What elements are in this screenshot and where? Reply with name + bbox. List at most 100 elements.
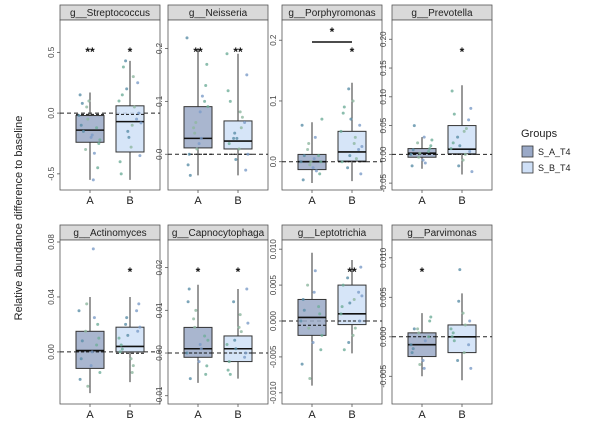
x-category-label: A (308, 195, 316, 207)
data-point (360, 294, 364, 298)
data-point (468, 149, 472, 153)
x-category-label: B (458, 195, 465, 207)
data-point (469, 106, 473, 110)
data-point (429, 315, 433, 319)
panel-title: g__Leptotrichia (298, 228, 367, 239)
y-tick-label: 0.15 (379, 60, 388, 76)
box-a (183, 326, 213, 358)
data-point (203, 99, 207, 103)
data-point (456, 135, 460, 139)
data-point (301, 178, 305, 182)
x-category-label: B (348, 409, 355, 421)
data-point (186, 163, 190, 167)
data-point (195, 147, 199, 151)
data-point (130, 123, 134, 127)
data-point (193, 325, 197, 329)
data-point (299, 319, 303, 323)
panel-title: g__Prevotella (411, 8, 473, 19)
x-category-label: A (308, 409, 316, 421)
data-point (86, 384, 90, 388)
data-point (187, 152, 191, 156)
data-point (346, 276, 350, 280)
y-tick-label: 0.000 (379, 326, 388, 347)
data-point (461, 158, 465, 162)
x-category-label: B (126, 409, 133, 421)
data-point (197, 142, 201, 146)
y-tick-label: 0.1 (269, 95, 278, 107)
data-point (227, 142, 231, 146)
data-point (126, 129, 130, 133)
data-point (244, 351, 248, 355)
data-point (314, 169, 318, 173)
panel-frame (391, 239, 493, 405)
data-point (129, 357, 133, 361)
data-point (126, 333, 130, 337)
data-point (185, 36, 189, 40)
legend-label-b: S_B_T4 (538, 163, 571, 173)
data-point (91, 178, 95, 182)
panel-5: g__Actinomyces 0.00 0.04 0.08 * A B (47, 224, 161, 421)
data-point (226, 368, 230, 372)
y-tick-label: 0.005 (379, 287, 388, 308)
x-category-label: A (418, 195, 426, 207)
data-point (339, 129, 343, 133)
data-point (79, 357, 83, 361)
y-tick-label: -0.05 (379, 173, 388, 192)
y-tick-label: 0.005 (269, 275, 278, 296)
data-point (449, 327, 453, 331)
data-point (352, 297, 356, 301)
data-point (245, 287, 249, 291)
data-point (91, 247, 95, 251)
data-point (77, 114, 81, 118)
data-point (416, 141, 420, 145)
data-point (462, 129, 466, 133)
data-point (469, 366, 473, 370)
x-category-label: A (86, 195, 94, 207)
legend-title: Groups (521, 128, 558, 140)
data-point (409, 343, 413, 347)
data-point (129, 145, 133, 149)
panel-2: g__Neisseria 0.0 0.1 0.2 ** ** A B (155, 4, 269, 207)
data-point (452, 339, 456, 343)
data-point (225, 52, 229, 56)
legend-swatch-a (521, 145, 534, 158)
data-point (237, 325, 241, 329)
data-point (85, 302, 89, 306)
data-point (199, 347, 203, 351)
data-point (232, 300, 236, 304)
data-point (349, 117, 353, 121)
y-tick-label: 0.20 (379, 31, 388, 47)
y-tick-label: 0.00 (47, 344, 56, 360)
data-point (318, 312, 322, 316)
data-point (119, 172, 123, 176)
x-category-label: A (194, 195, 202, 207)
legend-swatch-b (521, 161, 534, 174)
data-point (319, 160, 323, 164)
data-point (412, 124, 416, 128)
data-point (450, 89, 454, 93)
data-point (246, 152, 250, 156)
data-point (464, 126, 468, 130)
data-point (463, 323, 467, 327)
data-point (119, 343, 123, 347)
data-point (77, 309, 81, 313)
x-category-label: B (234, 409, 241, 421)
panel-8: g__Parvimonas -0.005 0.000 0.005 0.010 * A B (379, 224, 493, 421)
box-b (447, 324, 477, 354)
panel-title: g__Capnocytophaga (172, 228, 265, 239)
data-point (135, 117, 139, 121)
x-category-label: B (126, 195, 133, 207)
panel-3: g__Porphyromonas 0.0 0.1 0.2 * * A B (269, 4, 383, 207)
y-tick-label: 0.05 (379, 117, 388, 133)
data-point (307, 141, 311, 145)
data-point (411, 148, 415, 152)
panel-frame (167, 19, 269, 191)
data-point (194, 121, 198, 125)
data-point (86, 117, 90, 121)
box-a (75, 115, 105, 143)
data-point (313, 135, 317, 139)
data-point (238, 313, 242, 317)
data-point (423, 161, 427, 165)
panel-frame (59, 239, 161, 405)
y-tick-label: 0.2 (155, 42, 164, 54)
